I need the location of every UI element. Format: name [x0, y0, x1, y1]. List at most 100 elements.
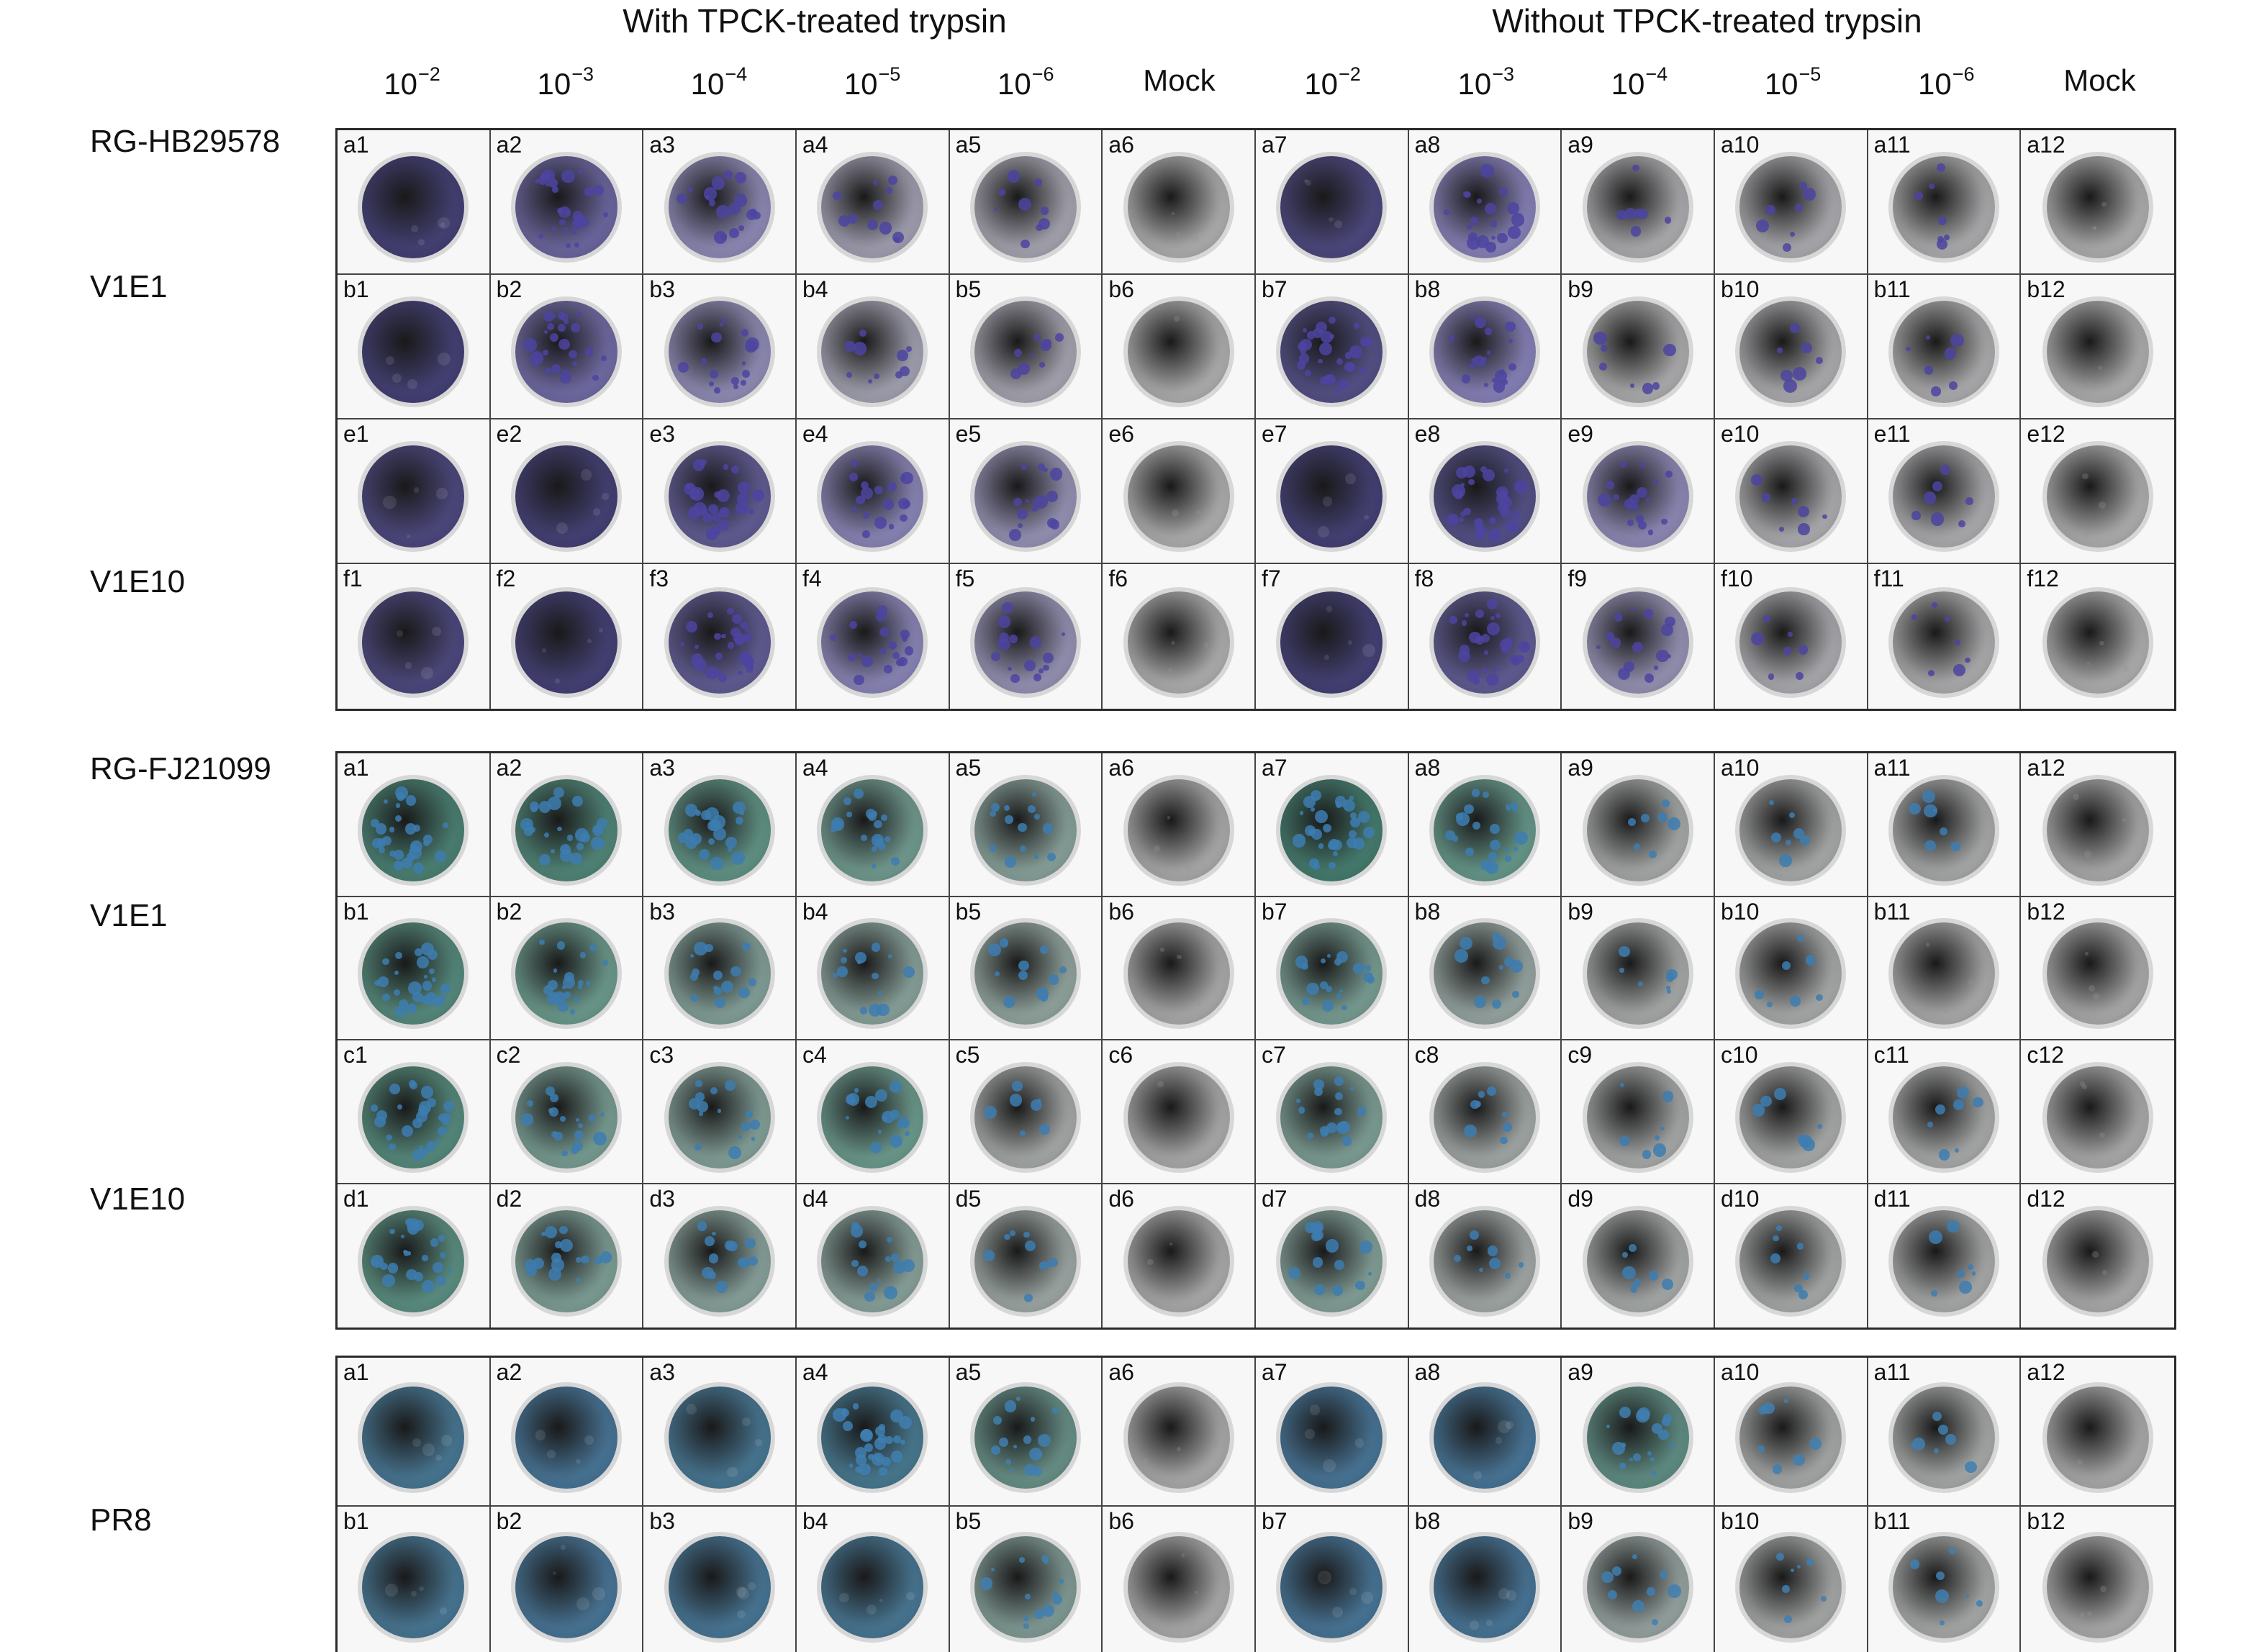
plaque	[901, 635, 908, 642]
plaque	[884, 1435, 894, 1445]
plaque	[713, 986, 722, 995]
plaque	[433, 996, 444, 1007]
plaque	[708, 1253, 719, 1263]
well-disc	[974, 1066, 1077, 1168]
plaque	[712, 1232, 716, 1236]
column-label: 10−2	[384, 63, 440, 101]
plaque	[1518, 1261, 1524, 1268]
plaque	[1510, 802, 1518, 810]
plaque	[854, 674, 864, 686]
plaque	[1043, 467, 1048, 473]
plaque	[413, 862, 425, 874]
well: a12	[2021, 1358, 2174, 1507]
plaque	[584, 348, 594, 357]
column-label-exponent: −3	[571, 63, 594, 85]
plaque	[1976, 1600, 1983, 1607]
well-disc	[1433, 591, 1536, 694]
plaque	[1500, 638, 1512, 650]
plaque	[1046, 852, 1056, 861]
plaque	[1482, 668, 1488, 674]
well-disc	[1586, 445, 1689, 548]
plaque	[680, 642, 685, 647]
plaque	[1593, 331, 1607, 345]
plaque	[438, 352, 451, 366]
well: c9	[1562, 1040, 1715, 1184]
plaque	[677, 362, 689, 373]
plaque	[1172, 509, 1179, 517]
plaque	[1793, 827, 1805, 840]
plaque	[387, 1263, 399, 1274]
plaque	[1348, 640, 1352, 645]
row-label-rg-fj21099: RG-FJ21099	[90, 751, 271, 786]
well-disc	[668, 591, 771, 694]
plaque	[1348, 830, 1357, 838]
plaque	[1456, 812, 1470, 826]
plaque	[1971, 1271, 1976, 1276]
plaque	[1018, 960, 1029, 971]
well: b6	[1103, 897, 1256, 1040]
well-disc	[515, 1535, 617, 1638]
plaque	[1619, 1135, 1630, 1146]
plaque	[430, 1238, 439, 1247]
plaque	[420, 1086, 434, 1099]
plaque	[1943, 1009, 1948, 1014]
well-id: a3	[649, 132, 675, 158]
plaque	[1315, 321, 1328, 334]
plaque	[2099, 640, 2104, 645]
plaque	[719, 507, 730, 518]
plaque	[572, 1141, 583, 1152]
well-disc	[974, 1386, 1077, 1489]
plaque	[1306, 982, 1319, 995]
well: a8	[1408, 130, 1562, 275]
plaque	[1033, 813, 1041, 820]
plaque	[855, 1454, 866, 1466]
well-id: b8	[1414, 898, 1441, 925]
plaque	[676, 193, 687, 204]
well-disc	[1127, 156, 1230, 259]
plaque	[383, 495, 397, 509]
well-id: d7	[1262, 1185, 1288, 1212]
well: a8	[1408, 1358, 1562, 1507]
plaque	[898, 498, 910, 509]
plaque	[1928, 670, 1935, 677]
plaque	[438, 1126, 447, 1135]
plaque	[1751, 473, 1763, 486]
plaque	[1654, 666, 1658, 670]
plaque	[1506, 804, 1511, 809]
plaque	[1929, 183, 1935, 189]
plaque	[1493, 666, 1498, 672]
well-disc	[821, 445, 924, 548]
plaque	[712, 985, 718, 991]
well-id: a11	[1873, 755, 1911, 781]
well: e1	[338, 419, 491, 564]
well: d9	[1562, 1184, 1715, 1328]
plaque	[1029, 1448, 1042, 1461]
plaque	[2082, 531, 2089, 538]
plaque	[1792, 1453, 1805, 1466]
column-label: 10−4	[691, 63, 748, 101]
plaque	[443, 1100, 455, 1112]
plaque	[1318, 843, 1324, 849]
plaque	[884, 835, 892, 843]
plaque	[372, 838, 383, 849]
plaque	[1506, 806, 1511, 811]
well-disc	[515, 1066, 617, 1168]
plaque	[687, 506, 701, 519]
plaque	[1772, 1464, 1782, 1474]
plaque	[745, 340, 757, 353]
plaque	[422, 1280, 435, 1293]
plaque	[708, 504, 718, 514]
plaque	[1664, 217, 1672, 224]
plaque	[1157, 1081, 1164, 1087]
plaque	[831, 827, 836, 832]
plaque	[1177, 1447, 1182, 1452]
plaque	[1628, 818, 1636, 826]
plaque	[1619, 968, 1624, 973]
plaque	[1505, 848, 1509, 853]
plaque	[844, 340, 856, 352]
well: e12	[2021, 419, 2174, 564]
plaque	[1147, 1259, 1154, 1266]
well-disc	[1127, 1210, 1230, 1313]
plaque	[1925, 335, 1930, 340]
plaque	[1492, 932, 1501, 941]
